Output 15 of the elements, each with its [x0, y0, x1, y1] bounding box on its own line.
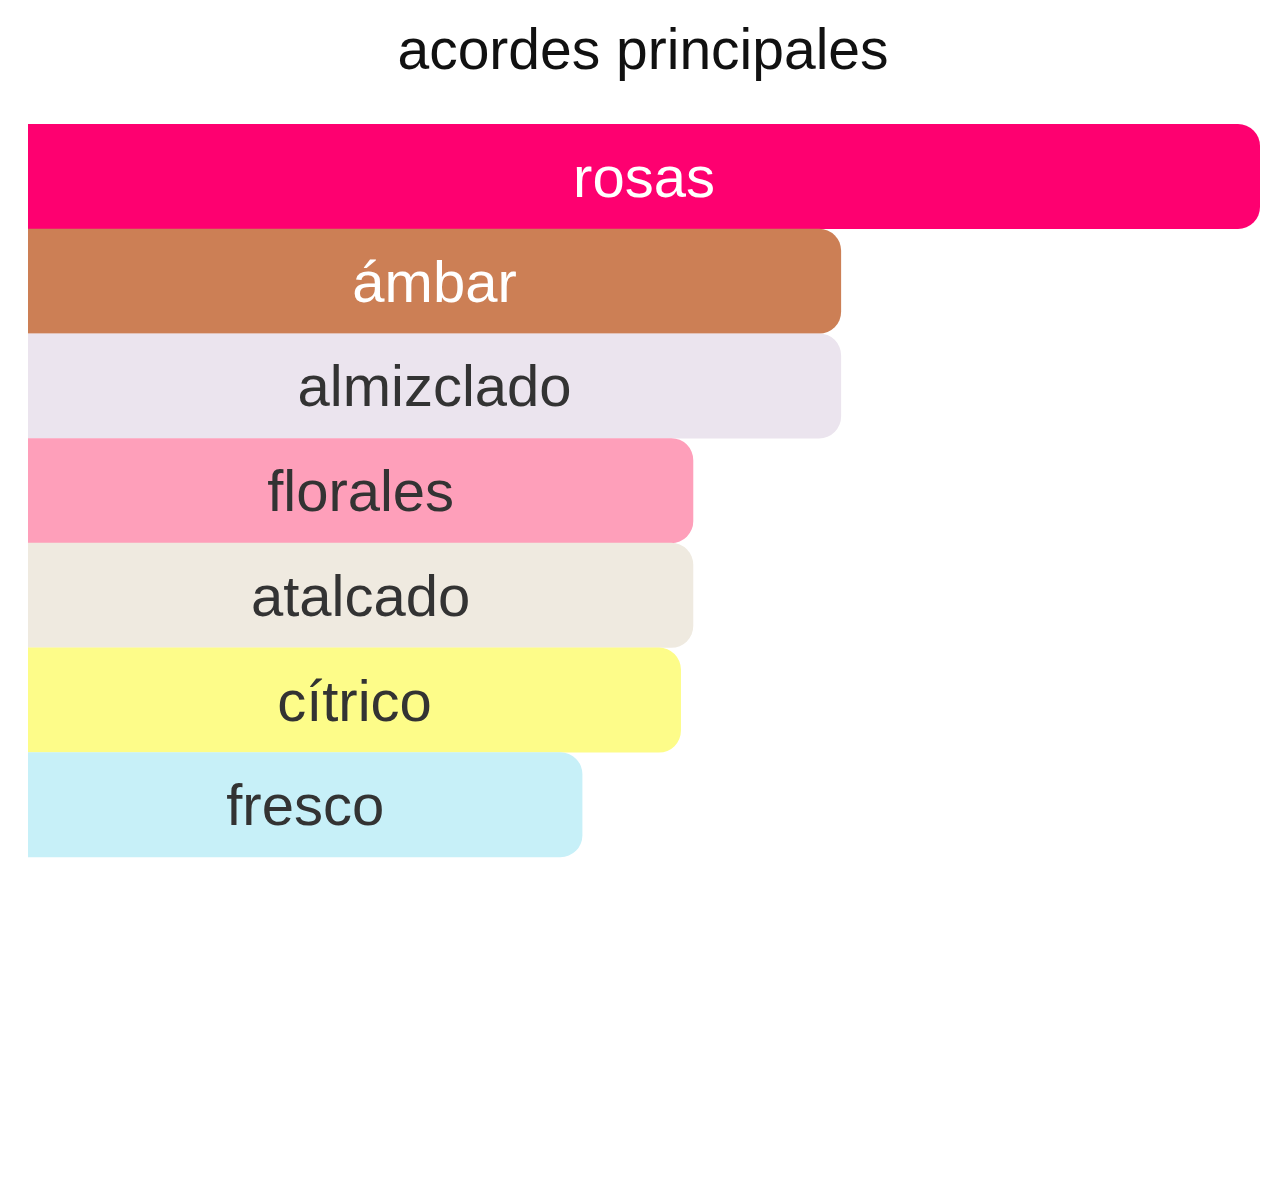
bar [28, 333, 842, 439]
y-tick-label: atalcado [250, 562, 471, 628]
bar [28, 228, 842, 334]
y-tick-label: almizclado [297, 353, 572, 419]
chart-title: acordes principales [396, 16, 890, 83]
y-tick-label: fresco [226, 772, 385, 838]
bar [28, 752, 583, 858]
bar [28, 438, 694, 544]
y-tick-label: ámbar [352, 248, 517, 314]
bar [28, 647, 681, 753]
bar [28, 124, 1260, 229]
y-tick-label: florales [267, 458, 455, 524]
y-tick-label: cítrico [277, 667, 432, 733]
bar [28, 542, 694, 648]
y-tick-label: rosas [573, 144, 715, 209]
